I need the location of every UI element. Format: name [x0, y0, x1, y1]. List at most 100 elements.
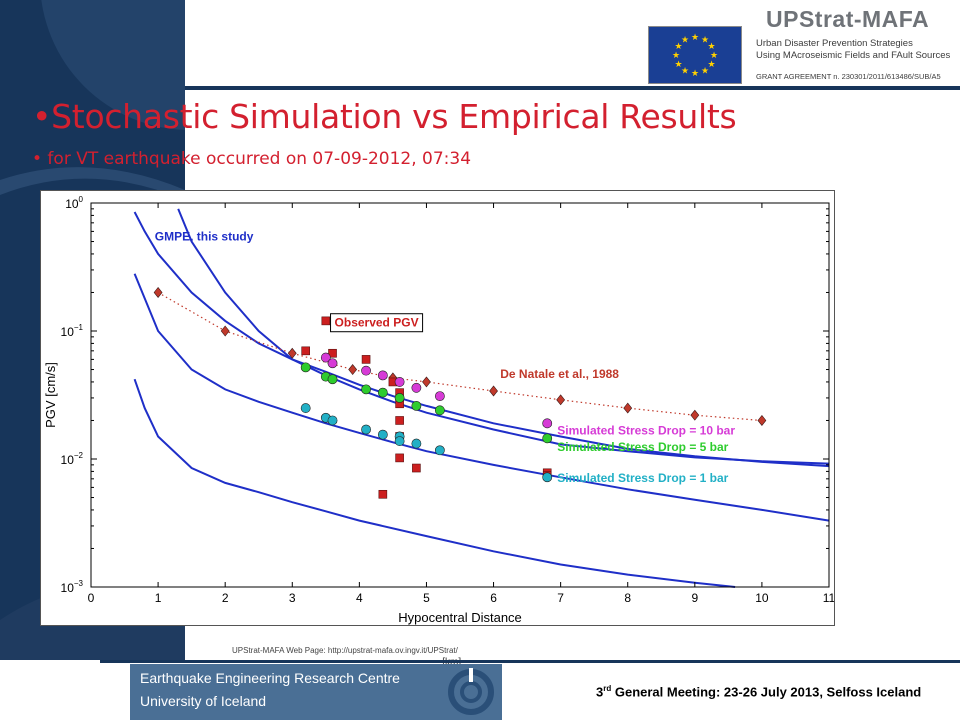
- x-tick-label: 9: [691, 591, 698, 605]
- gmpe-curve: [177, 208, 830, 465]
- sim10-annotation: Simulated Stress Drop = 10 bar: [557, 424, 735, 438]
- grant-agreement: GRANT AGREEMENT n. 230301/2011/613486/SU…: [756, 72, 941, 81]
- svg-text:★: ★: [710, 51, 718, 61]
- observed-annotation: Observed PGV: [335, 316, 419, 330]
- data-series: [153, 286, 767, 499]
- slide-title: •Stochastic Simulation vs Empirical Resu…: [32, 97, 737, 136]
- de-natale-point: [690, 409, 700, 421]
- de-natale-point: [220, 325, 230, 337]
- footer-institution-box: Earthquake Engineering Research Centre U…: [130, 664, 502, 720]
- gmpe-curve: [133, 273, 830, 522]
- university-name: University of Iceland: [140, 693, 267, 709]
- gmpe-annotation: GMPE, this study: [155, 229, 254, 243]
- de-natale-point: [556, 394, 566, 406]
- observed-pgv-point: [321, 316, 331, 326]
- x-tick-label: 6: [490, 591, 497, 605]
- sim10-point: [320, 352, 331, 363]
- sim1-annotation: Simulated Stress Drop = 1 bar: [557, 471, 728, 485]
- sim5-point: [434, 405, 445, 416]
- de-natale-annotation: De Natale et al., 1988: [500, 367, 619, 381]
- sim10-point: [394, 377, 405, 387]
- observed-pgv-point: [328, 348, 337, 358]
- brand-tagline-1: Urban Disaster Prevention Strategies: [756, 38, 913, 49]
- axis-ticks: 0 1 2 3 4 5 6 7 8 9 10 11 100 10−1 10−2 10−3: [61, 195, 836, 605]
- x-tick-label: 11: [823, 591, 834, 605]
- de-natale-point: [623, 402, 633, 414]
- gmpe-curves: [133, 208, 830, 588]
- chart-panel: 0 1 2 3 4 5 6 7 8 9 10 11 100 10−1 10−2 10−3 Hypocentra…: [40, 190, 836, 626]
- brand-title: UPStrat-MAFA: [766, 6, 930, 32]
- observed-pgv-point: [378, 489, 388, 499]
- pgv-chart: 0 1 2 3 4 5 6 7 8 9 10 11 100 10−1 10−2 10−3 Hypocentra…: [43, 195, 836, 625]
- x-tick-label: 2: [222, 591, 229, 605]
- y-tick-label: 10−1: [61, 323, 84, 339]
- sim5-point: [542, 433, 553, 444]
- de-natale-point: [153, 286, 163, 298]
- sim1-point: [377, 429, 388, 440]
- x-tick-label: 4: [356, 591, 363, 605]
- sim5-point: [300, 362, 311, 373]
- de-natale-point: [348, 364, 358, 376]
- sim10-point: [411, 382, 422, 393]
- x-tick-label: 3: [289, 591, 296, 605]
- sim5-point: [394, 393, 405, 403]
- y-tick-label: 10−2: [61, 451, 84, 467]
- sim10-point: [542, 418, 553, 429]
- sim10-point: [377, 370, 388, 381]
- footer-rule: [100, 660, 960, 663]
- svg-text:★: ★: [691, 33, 699, 43]
- svg-text:★: ★: [681, 36, 689, 46]
- slide-subtitle: • for VT earthquake occurred on 07-09-20…: [32, 149, 472, 169]
- observed-pgv-point: [301, 346, 310, 356]
- sim5-point: [361, 384, 371, 395]
- sim1-point: [542, 472, 553, 483]
- x-axis-label: Hypocentral Distance: [398, 610, 522, 625]
- x-tick-label: 0: [88, 591, 95, 605]
- de-natale-line: [157, 291, 762, 422]
- de-natale-point: [287, 347, 297, 359]
- meeting-details: General Meeting: 23-26 July 2013, Selfos…: [611, 684, 922, 700]
- x-tick-label: 7: [557, 591, 564, 605]
- sim5-point: [377, 387, 388, 398]
- observed-pgv-point: [395, 453, 404, 463]
- y-axis-label: PGV [cm/s]: [43, 362, 58, 428]
- sim5-point: [327, 374, 338, 385]
- x-tick-label: 8: [624, 591, 631, 605]
- sim1-point: [434, 445, 445, 456]
- gmpe-curve: [133, 211, 830, 468]
- svg-text:★: ★: [674, 42, 682, 52]
- de-natale-point: [757, 414, 767, 426]
- svg-text:★: ★: [707, 60, 715, 70]
- x-tick-label: 1: [155, 591, 162, 605]
- sim1-point: [327, 415, 338, 426]
- svg-text:★: ★: [672, 51, 680, 61]
- plot-frame: [90, 202, 830, 588]
- svg-text:★: ★: [707, 42, 715, 52]
- eu-flag-icon: ★ ★ ★ ★ ★ ★ ★ ★ ★ ★ ★ ★: [648, 26, 742, 84]
- svg-text:★: ★: [691, 69, 699, 79]
- svg-text:★: ★: [701, 36, 709, 46]
- meeting-ordinal: 3: [596, 684, 604, 700]
- meeting-ordinal-suffix: rd: [603, 684, 612, 693]
- sim10-point: [434, 391, 445, 402]
- sim1-point: [361, 424, 371, 435]
- svg-text:★: ★: [674, 60, 682, 70]
- sim5-point: [411, 400, 422, 411]
- meeting-info: 3rd General Meeting: 23-26 July 2013, Se…: [596, 684, 921, 699]
- sim1-point: [300, 403, 311, 413]
- brand-tagline-2: Using MAcroseismic Fields and FAult Sour…: [756, 50, 951, 61]
- de-natale-point: [489, 385, 498, 397]
- sim5-annotation: Simulated Stress Drop = 5 bar: [557, 440, 728, 454]
- x-tick-label: 5: [423, 591, 430, 605]
- observed-annotation-box: Observed PGV: [330, 313, 424, 333]
- observed-pgv-point: [361, 355, 371, 364]
- sim1-point: [411, 438, 422, 449]
- gmpe-curve: [133, 378, 736, 588]
- observed-pgv-point: [395, 416, 404, 425]
- sim1-point: [394, 436, 405, 446]
- web-page-line: UPStrat-MAFA Web Page: http://upstrat-ma…: [232, 646, 458, 655]
- centre-name: Earthquake Engineering Research Centre: [140, 670, 400, 686]
- svg-text:★: ★: [701, 67, 709, 77]
- header-rule: [185, 86, 960, 90]
- x-tick-label: 10: [755, 591, 769, 605]
